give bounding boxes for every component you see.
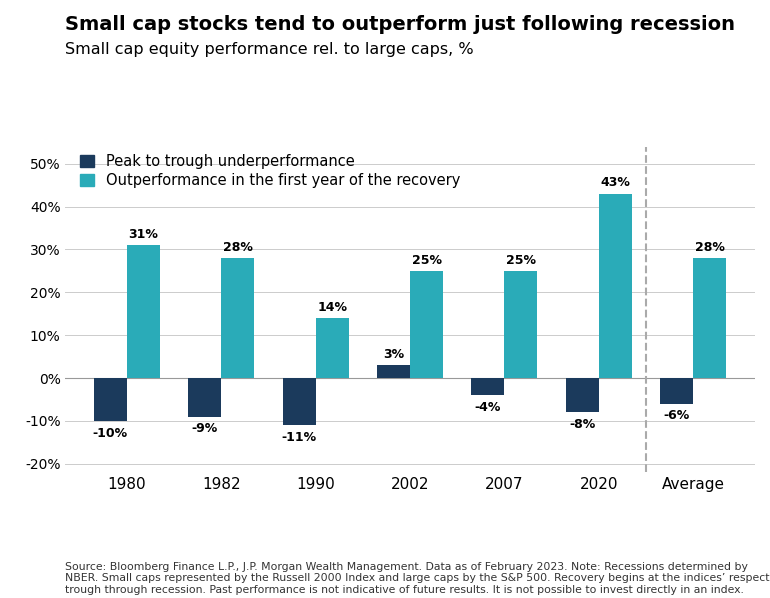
Text: Small cap equity performance rel. to large caps, %: Small cap equity performance rel. to lar… — [65, 42, 474, 57]
Bar — [283, 378, 316, 425]
Text: -9%: -9% — [192, 422, 218, 435]
Bar — [693, 258, 726, 378]
Bar — [599, 194, 632, 378]
Text: -6%: -6% — [664, 410, 690, 422]
Text: 25%: 25% — [411, 254, 441, 267]
Text: Source: Bloomberg Finance L.P., J.P. Morgan Wealth Management. Data as of Februa: Source: Bloomberg Finance L.P., J.P. Mor… — [65, 562, 770, 595]
Bar — [566, 378, 599, 413]
Text: 31%: 31% — [129, 228, 159, 241]
Bar — [471, 378, 504, 395]
Text: 43%: 43% — [601, 176, 631, 190]
Text: 14%: 14% — [317, 301, 347, 314]
Text: 25%: 25% — [506, 254, 536, 267]
Bar — [221, 258, 254, 378]
Legend: Peak to trough underperformance, Outperformance in the first year of the recover: Peak to trough underperformance, Outperf… — [79, 154, 460, 188]
Bar — [410, 271, 443, 378]
Text: 3%: 3% — [383, 348, 404, 361]
Bar — [504, 271, 537, 378]
Bar — [127, 245, 160, 378]
Bar — [316, 318, 349, 378]
Text: 28%: 28% — [223, 241, 253, 254]
Text: -4%: -4% — [475, 401, 501, 414]
Bar — [660, 378, 693, 404]
Text: -11%: -11% — [282, 431, 316, 444]
Text: -8%: -8% — [569, 418, 595, 431]
Text: -10%: -10% — [92, 426, 128, 440]
Bar — [94, 378, 127, 421]
Bar — [377, 365, 410, 378]
Text: Small cap stocks tend to outperform just following recession: Small cap stocks tend to outperform just… — [65, 15, 735, 34]
Bar — [188, 378, 221, 417]
Text: 28%: 28% — [695, 241, 725, 254]
